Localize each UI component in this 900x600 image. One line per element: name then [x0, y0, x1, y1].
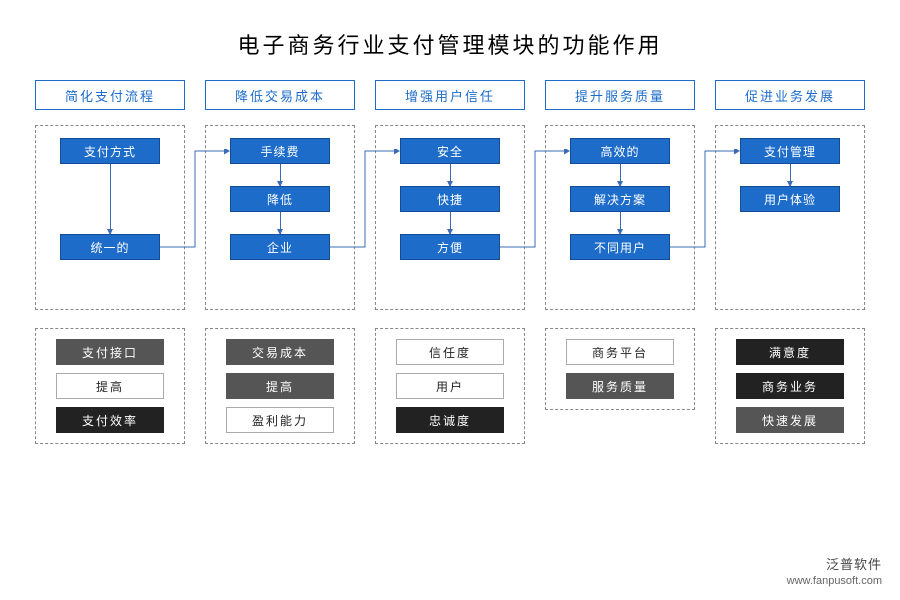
flow-node: 支付方式 [60, 138, 160, 164]
flow-node: 解决方案 [570, 186, 670, 212]
column-header: 促进业务发展 [715, 80, 865, 110]
watermark-brand: 泛普软件 [787, 557, 882, 574]
tag: 提高 [226, 373, 334, 399]
flow-node: 高效的 [570, 138, 670, 164]
flow-node: 安全 [400, 138, 500, 164]
column-header: 简化支付流程 [35, 80, 185, 110]
tag: 商务业务 [736, 373, 844, 399]
flow-node: 手续费 [230, 138, 330, 164]
watermark-url: www.fanpusoft.com [787, 574, 882, 588]
column: 降低交易成本手续费降低企业交易成本提高盈利能力 [205, 80, 355, 444]
tag: 提高 [56, 373, 164, 399]
flow-node: 降低 [230, 186, 330, 212]
tag-box: 商务平台服务质量 [545, 328, 695, 410]
column-header: 增强用户信任 [375, 80, 525, 110]
tag-box: 交易成本提高盈利能力 [205, 328, 355, 444]
column: 促进业务发展支付管理用户体验满意度商务业务快速发展 [715, 80, 865, 444]
tag: 商务平台 [566, 339, 674, 365]
tag: 交易成本 [226, 339, 334, 365]
tag: 支付接口 [56, 339, 164, 365]
column: 提升服务质量高效的解决方案不同用户商务平台服务质量 [545, 80, 695, 444]
tag: 盈利能力 [226, 407, 334, 433]
flow-node: 支付管理 [740, 138, 840, 164]
tag: 满意度 [736, 339, 844, 365]
tag-box: 支付接口提高支付效率 [35, 328, 185, 444]
column: 增强用户信任安全快捷方便信任度用户忠诚度 [375, 80, 525, 444]
flow-node: 快捷 [400, 186, 500, 212]
arrow-down-icon [620, 212, 621, 234]
tag: 信任度 [396, 339, 504, 365]
flow-node: 不同用户 [570, 234, 670, 260]
column-header: 提升服务质量 [545, 80, 695, 110]
arrow-down-icon [280, 164, 281, 186]
flow-box: 高效的解决方案不同用户 [545, 125, 695, 310]
arrow-down-icon [110, 164, 111, 234]
columns-container: 简化支付流程支付方式统一的支付接口提高支付效率降低交易成本手续费降低企业交易成本… [35, 80, 865, 444]
flow-node: 方便 [400, 234, 500, 260]
flow-box: 支付方式统一的 [35, 125, 185, 310]
arrow-down-icon [620, 164, 621, 186]
flow-box: 手续费降低企业 [205, 125, 355, 310]
tag: 快速发展 [736, 407, 844, 433]
flow-box: 安全快捷方便 [375, 125, 525, 310]
flow-node: 企业 [230, 234, 330, 260]
tag: 忠诚度 [396, 407, 504, 433]
tag: 服务质量 [566, 373, 674, 399]
arrow-down-icon [450, 164, 451, 186]
arrow-down-icon [450, 212, 451, 234]
column-header: 降低交易成本 [205, 80, 355, 110]
tag: 用户 [396, 373, 504, 399]
tag-box: 信任度用户忠诚度 [375, 328, 525, 444]
arrow-down-icon [280, 212, 281, 234]
arrow-down-icon [790, 164, 791, 186]
column: 简化支付流程支付方式统一的支付接口提高支付效率 [35, 80, 185, 444]
watermark: 泛普软件 www.fanpusoft.com [787, 557, 882, 588]
flow-node: 统一的 [60, 234, 160, 260]
diagram-title: 电子商务行业支付管理模块的功能作用 [0, 28, 900, 60]
tag-box: 满意度商务业务快速发展 [715, 328, 865, 444]
tag: 支付效率 [56, 407, 164, 433]
flow-box: 支付管理用户体验 [715, 125, 865, 310]
flow-node: 用户体验 [740, 186, 840, 212]
